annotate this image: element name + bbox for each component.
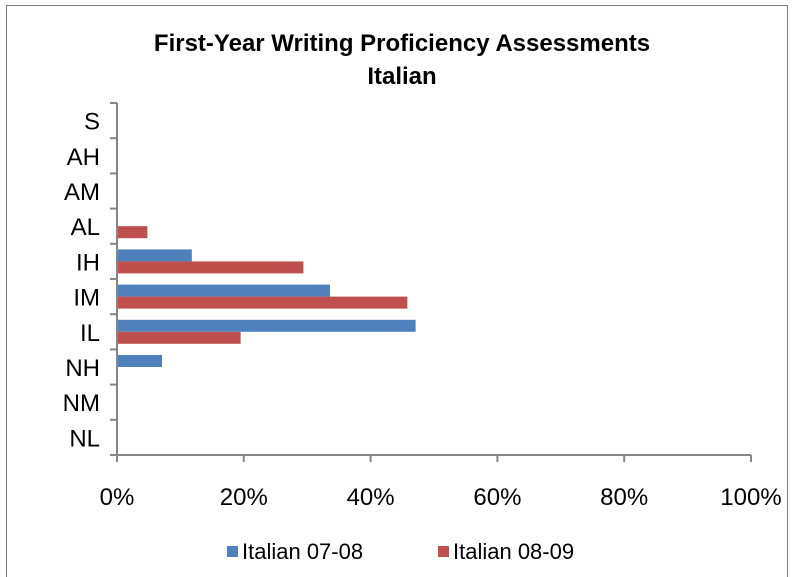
legend: Italian 07-08 Italian 08-09 [227,539,574,564]
y-tick-label-s: S [84,109,100,136]
y-tick-label-nm: NM [63,390,100,417]
bar-series1-nh [117,355,163,367]
legend-label-2: Italian 08-09 [453,539,574,564]
x-tick-label: 60% [473,484,521,511]
legend-label-1: Italian 07-08 [242,539,363,564]
chart-subtitle: Italian [367,63,436,90]
bar-series1-il [117,319,416,332]
chart-title: First-Year Writing Proficiency Assessmen… [154,30,650,57]
bar-series2-im [117,296,408,309]
y-tick-label-nh: NH [65,355,100,382]
bar-series1-ih [117,249,192,262]
y-tick-label-im: IM [73,285,100,312]
bar-series2-il [117,331,241,344]
y-tick-label-ah: AH [67,144,100,171]
y-tick-label-il: IL [80,320,100,347]
y-tick-label-al: AL [71,214,100,241]
x-tick-label: 80% [600,484,648,511]
y-tick-label-am: AM [64,179,100,206]
x-tick-label: 0% [100,484,135,511]
x-tick-label: 40% [347,484,395,511]
legend-swatch-2 [438,546,449,557]
y-tick-label-ih: IH [76,249,100,276]
legend-swatch-1 [227,546,238,557]
bar-series2-ih [117,261,304,274]
x-tick-label: 100% [720,484,781,511]
bar-series2-al [117,226,148,239]
y-tick-label-nl: NL [69,425,100,452]
bar-series1-im [117,284,331,297]
plot-area: S AH AM AL IH IM IL NH NM NL 0% 20% 40% 60% 80% 100% [63,102,782,511]
x-tick-label: 20% [220,484,268,511]
